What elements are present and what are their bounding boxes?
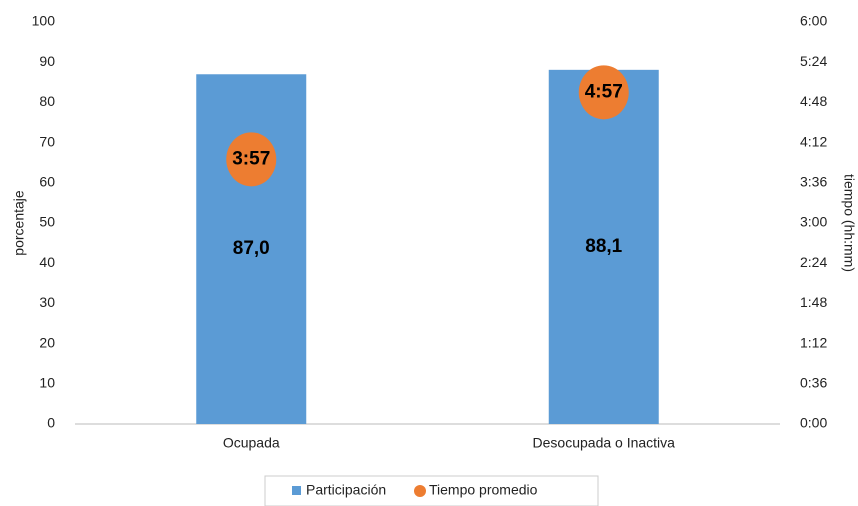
y2-tick-label: 5:24: [800, 53, 827, 69]
point: [578, 65, 629, 120]
y2-axis-label: tiempo (hh:mm): [841, 174, 857, 272]
y2-tick-label: 2:24: [800, 254, 827, 270]
data-label: 87,0: [233, 238, 270, 259]
y2-tick-label: 0:36: [800, 375, 827, 391]
y2-tick-label: 0:00: [800, 415, 827, 431]
y-tick-label: 40: [39, 254, 55, 270]
y-tick-label: 20: [39, 334, 55, 350]
y-tick-label: 100: [32, 13, 56, 29]
y-tick-label: 60: [39, 174, 55, 190]
y2-tick-label: 3:36: [800, 174, 827, 190]
y2-tick-label: 3:00: [800, 214, 827, 230]
y-tick-label: 80: [39, 93, 55, 109]
y2-tick-label: 6:00: [800, 13, 827, 29]
y2-tick-label: 4:48: [800, 93, 827, 109]
y-tick-label: 70: [39, 133, 55, 149]
y-tick-label: 50: [39, 214, 55, 230]
data-label: 3:57: [232, 148, 270, 169]
y-tick-label: 30: [39, 294, 55, 310]
x-tick-label: Desocupada o Inactiva: [533, 435, 676, 451]
x-tick-label: Ocupada: [223, 435, 280, 451]
data-label: 4:57: [585, 81, 623, 102]
point: [226, 132, 277, 187]
legend-swatch: [414, 485, 426, 497]
y-tick-label: 10: [39, 375, 55, 391]
legend-box: [264, 475, 599, 506]
data-label: 88,1: [585, 236, 622, 257]
y-tick-label: 0: [47, 415, 55, 431]
y2-tick-label: 1:48: [800, 294, 827, 310]
bar: [548, 69, 659, 424]
legend-label: Tiempo promedio: [429, 482, 538, 498]
y-tick-label: 90: [39, 53, 55, 69]
y2-tick-label: 1:12: [800, 334, 827, 350]
legend-swatch: [292, 486, 301, 495]
y-axis-label: porcentaje: [11, 190, 27, 256]
legend-label: Participación: [306, 482, 386, 498]
y2-tick-label: 4:12: [800, 133, 827, 149]
